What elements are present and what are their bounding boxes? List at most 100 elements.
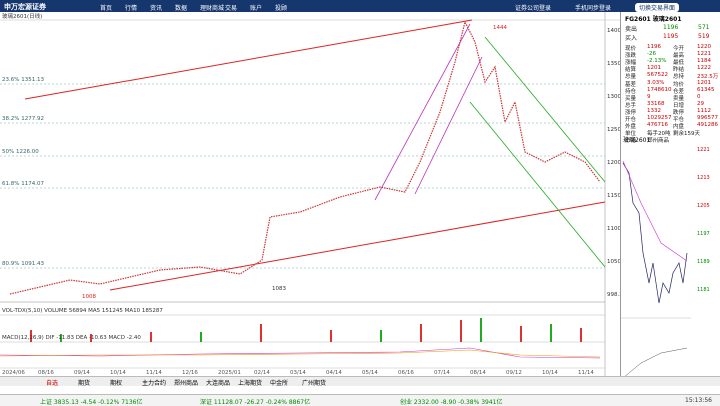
quote-cell: 买量 [625,95,637,102]
header-link[interactable]: 切换交易界面 [635,3,680,12]
status-bar: 上证 3835.13 -4.54 -0.12% 7136亿 深证 11128.07… [0,394,720,406]
quote-cell: 总量 [625,74,637,81]
date-label: 12/16 [182,370,198,376]
quote-cell: 涨跌 [625,53,637,60]
quote-row: 涨跌 -26 最高 1221 [623,51,719,60]
tab-bar: 自选 期货 期权 主力合约 郑州商品 大连商品 上海期货 中金所 广州期货 [0,376,720,387]
quote-cell: 平仓 [673,117,685,123]
menu-item[interactable]: 首页 [100,5,113,12]
tab[interactable]: 广州期货 [302,380,327,387]
quote-cell: 1332 [647,107,661,114]
mini-axis-label: 1181 [697,287,710,293]
quote-cell: 61345 [697,86,715,93]
fib-label: 23.6% 1351.13 [2,77,44,83]
quote-cell: 1112 [697,107,711,114]
quote-cell: 491286 [697,122,718,129]
mid-label: 1083 [272,286,286,292]
quote-cell: 均价 [673,81,685,88]
tab[interactable]: 郑州商品 [174,380,199,387]
quote-cell: 单位 [625,131,637,138]
quote-cell: 567522 [647,72,668,79]
fib-label: 50% 1226.00 [2,149,39,155]
quote-cell: 外盘 [625,124,637,131]
macd-label: MACD(12,26,9) DIF -11.83 DEA -10.63 MACD… [2,335,141,341]
quote-cell: 卖量 [673,95,685,102]
quote-cell: 总手 [625,102,637,109]
tab[interactable]: 中金所 [270,380,289,387]
quote-row: 总量 567522 总持 232.5万 [623,72,719,81]
y-axis-label: 1150 [607,193,620,199]
mini-chart [621,160,691,379]
quote-cell: 996577 [697,115,718,121]
quote-cell: 1201 [647,65,661,72]
mini-axis-label: 1221 [697,147,710,153]
date-label: 08/16 [38,370,54,376]
chart-area: 玻璃2601(日线) 1444 1008 1083 23.6% 1351.13 38.2%… [0,12,620,376]
quote-row: 结算 1201 昨结 1222 [623,65,719,74]
mini-axis-label: 1205 [697,203,710,209]
date-label: 08/14 [470,370,486,376]
quote-cell: 总持 [673,74,685,81]
quote-cell: 232.5万 [697,74,719,81]
quote-row: 现价 1196 今开 1220 [623,44,719,52]
quote-row: 买量 9 卖量 0 [623,94,719,102]
quote-cell: 1220 [697,44,711,50]
quote-cell: 今开 [673,46,685,52]
quote-cell: 持仓 [625,88,637,95]
quote-cell: 最高 [673,53,685,60]
quote-cell: 1184 [697,58,711,65]
tab[interactable]: 期权 [110,380,123,387]
date-label: 11/14 [146,370,162,376]
quote-cell: 1196 [647,44,661,50]
quote-row: 外盘 476716 内盘 491286 [623,122,719,131]
menu-item[interactable]: 投顾 [275,5,288,12]
y-axis-label: 1050 [607,259,620,265]
quote-cell: 跌停 [673,109,685,116]
chart-title: 玻璃2601(日线) [2,12,42,20]
date-label: 06/16 [398,370,414,376]
header-link[interactable]: 手机同步登录 [575,5,612,12]
mini-axis-label: 1189 [697,259,710,265]
quote-cell: 基差 [625,81,637,88]
quote-cell: 日增 [673,102,685,109]
mini-axis-label: 1213 [697,175,710,181]
tab[interactable]: 主力合约 [142,380,167,387]
status-item: 深证 11128.07 -26.27 -0.24% 8867亿 [200,399,311,406]
status-item: 15:13:56 [685,397,712,404]
quote-cell: 3.03% [647,79,665,86]
quote-cell: 内盘 [673,124,685,131]
quote-row: 涨停 1332 跌停 1112 [623,107,719,116]
y-axis-label: 1350 [607,61,620,67]
fib-label: 38.2% 1277.92 [2,116,44,122]
tab[interactable]: 期货 [78,380,91,387]
date-label: 05/14 [362,370,378,376]
volume-label: VOL-TDX(5,10) VOLUME 56894 MA5 151245 MA… [2,308,163,314]
menu-item[interactable]: 行情 [125,5,138,12]
tab[interactable]: 自选 [46,380,59,387]
header-link[interactable]: 证券公司登录 [515,5,552,12]
quote-panel: FG2601 玻璃2601 卖出 1196 571 买入 1195 519 现价 1196 今开 1… [620,12,720,384]
menu-item[interactable]: 理财商城 [200,5,225,12]
menu-item[interactable]: 账户 [250,5,263,12]
quote-cell: 1748610 [647,86,672,93]
quote-cell: 结算 [625,67,637,74]
fib-label: 80.9% 1091.43 [2,261,44,267]
y-axis-label: 1250 [607,127,620,133]
quote-cell: 每手20吨 [647,131,671,138]
tab[interactable]: 上海期货 [238,380,263,387]
book-cell: 571 [698,24,710,31]
quote-cell: -26 [647,51,656,58]
menu-item[interactable]: 交易 [225,5,238,12]
y-axis-label: 1400 [607,28,620,34]
quote-cell: 郑州商品 [647,138,670,145]
menu-item[interactable]: 数据 [175,5,188,12]
quote-row: 市场 郑州商品 [623,136,719,145]
y-axis-label: 1200 [607,160,620,166]
book-row: 卖出 1196 571 [623,24,719,33]
tab[interactable]: 大连商品 [206,380,231,387]
quote-row: 基差 3.03% 均价 1201 [623,79,719,88]
menu-item[interactable]: 资讯 [150,5,163,12]
date-label: 2025/01 [218,370,241,376]
quote-cell: 现价 [625,46,637,52]
